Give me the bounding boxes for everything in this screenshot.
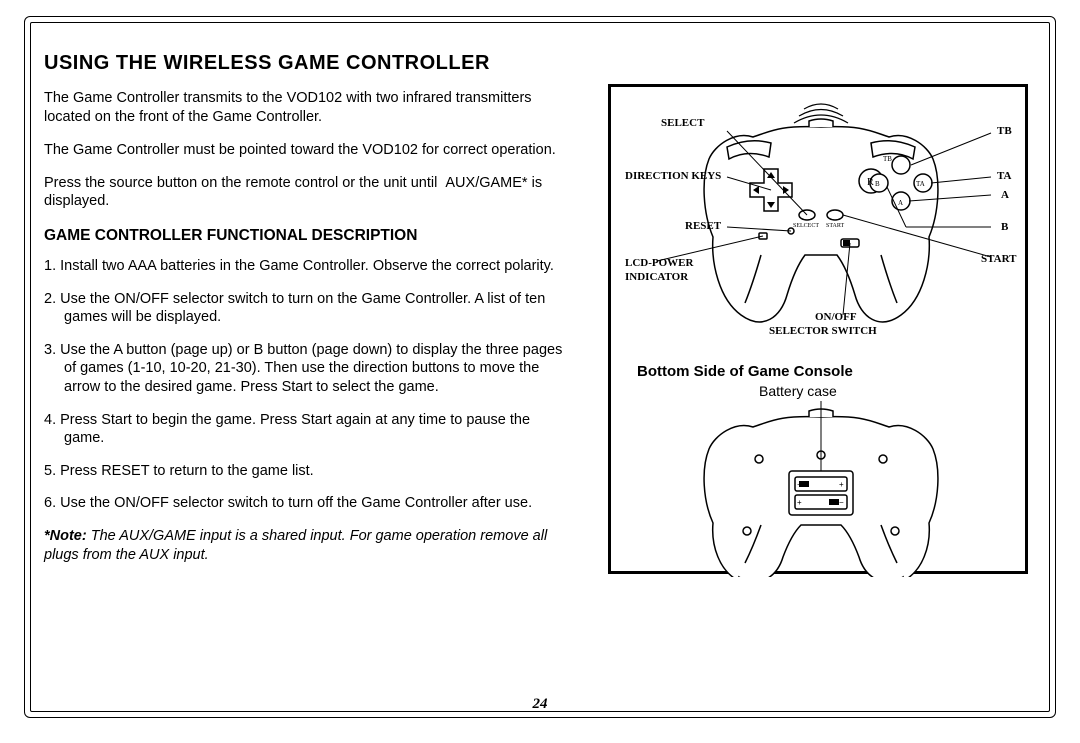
svg-text:TA: TA: [916, 180, 925, 188]
page: USING THE WIRELESS GAME CONTROLLER The G…: [0, 0, 1080, 743]
footnote: *Note: The AUX/GAME input is a shared in…: [44, 527, 566, 566]
svg-text:−: −: [839, 498, 844, 507]
step-item: 6. Use the ON/OFF selector switch to tur…: [44, 494, 566, 513]
label-ta: TA: [997, 170, 1011, 182]
label-direction-keys: DIRECTION KEYS: [625, 170, 721, 182]
section-subtitle: GAME CONTROLLER FUNCTIONAL DESCRIPTION: [44, 227, 566, 245]
svg-text:−: −: [797, 480, 802, 489]
note-body: The AUX/GAME input is a shared input. Fo…: [44, 528, 547, 564]
intro-para-1: The Game Controller transmits to the VOD…: [44, 89, 566, 127]
svg-text:START: START: [826, 223, 844, 229]
svg-text:R: R: [867, 177, 874, 188]
text-column: USING THE WIRELESS GAME CONTROLLER The G…: [44, 52, 566, 566]
svg-text:B: B: [875, 180, 880, 188]
step-item: 2. Use the ON/OFF selector switch to tur…: [44, 290, 566, 327]
note-prefix: *Note:: [44, 528, 87, 544]
controller-bottom-diagram: + + − −: [611, 387, 1031, 577]
step-item: 1. Install two AAA batteries in the Game…: [44, 257, 566, 276]
label-reset: RESET: [685, 220, 721, 232]
intro-para-2: The Game Controller must be pointed towa…: [44, 141, 566, 160]
steps-list: 1. Install two AAA batteries in the Game…: [44, 257, 566, 512]
page-title: USING THE WIRELESS GAME CONTROLLER: [44, 52, 566, 75]
label-start: START: [981, 253, 1016, 265]
step-item: 4. Press Start to begin the game. Press …: [44, 411, 566, 448]
intro-para-3: Press the source button on the remote co…: [44, 174, 566, 212]
step-item: 5. Press RESET to return to the game lis…: [44, 462, 566, 481]
label-a: A: [1001, 189, 1009, 201]
svg-text:TB: TB: [883, 155, 892, 163]
label-selector-switch: SELECTOR SWITCH: [769, 325, 877, 337]
label-tb: TB: [997, 125, 1012, 137]
svg-text:+: +: [797, 498, 802, 507]
label-onoff: ON/OFF: [815, 311, 857, 323]
step-item: 3. Use the A button (page up) or B butto…: [44, 341, 566, 397]
figure-box: TB TA A B R SELCECT START: [608, 84, 1028, 574]
figure-subtitle: Bottom Side of Game Console: [637, 363, 853, 380]
label-select: SELECT: [661, 117, 704, 129]
svg-text:A: A: [898, 199, 903, 207]
label-b: B: [1001, 221, 1008, 233]
label-lcd-power: LCD-POWER: [625, 257, 693, 269]
svg-text:SELCECT: SELCECT: [793, 223, 819, 229]
label-indicator: INDICATOR: [625, 271, 688, 283]
svg-text:+: +: [839, 480, 844, 489]
page-number: 24: [0, 696, 1080, 713]
